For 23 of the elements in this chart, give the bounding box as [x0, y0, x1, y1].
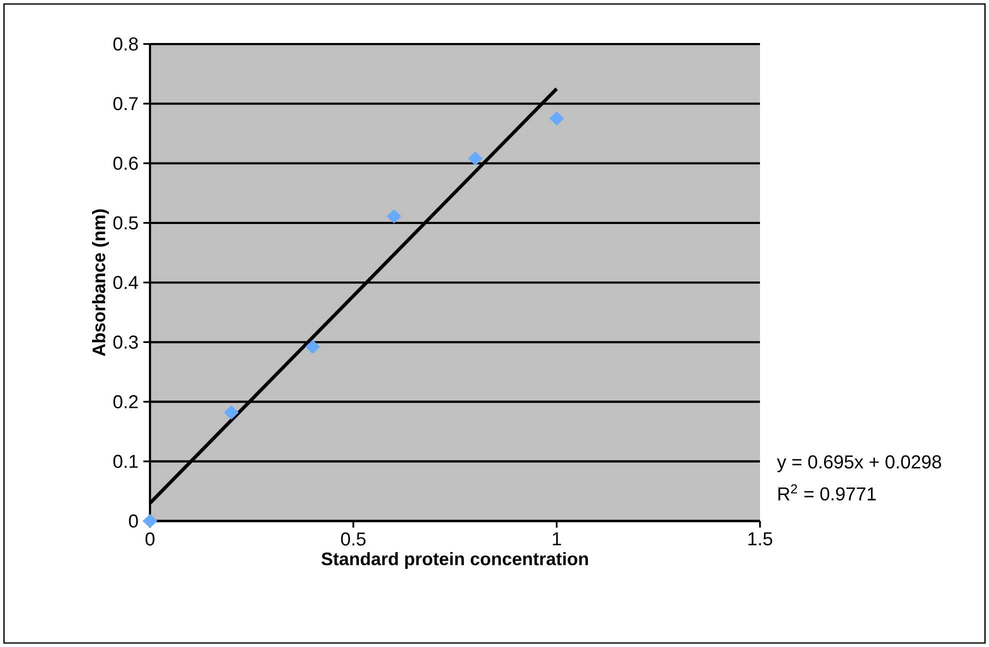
- x-tick-label: 0: [146, 532, 154, 546]
- y-tick-label: 0.1: [113, 454, 138, 468]
- text: y = 0.695x + 0.0298: [776, 455, 942, 472]
- point: [224, 406, 239, 420]
- point: [468, 152, 483, 166]
- y-axis-title: Absorbance (nm): [92, 209, 109, 356]
- point: [142, 514, 158, 528]
- y-tick-label: 0: [128, 514, 138, 528]
- y-tick-label: 0.2: [113, 395, 138, 408]
- y-tick-label: 0.3: [113, 336, 138, 349]
- point: [305, 340, 320, 354]
- y-tick-label: 0.7: [113, 97, 138, 110]
- x-tick-label: 1.5: [748, 532, 772, 546]
- x-tick-label: 0.5: [341, 532, 366, 546]
- y-tick-label: 0.8: [113, 37, 138, 51]
- x-axis-title: Standard protein concentration: [322, 552, 588, 569]
- text: R$^{2}$ = 0.9771: [778, 484, 876, 501]
- point: [549, 112, 564, 126]
- x-tick-label: 1: [552, 532, 561, 546]
- y-tick-label: 0.4: [113, 276, 138, 290]
- y-tick-label: 0.5: [113, 216, 138, 230]
- point: [386, 209, 402, 224]
- y-tick-label: 0.6: [113, 156, 138, 170]
